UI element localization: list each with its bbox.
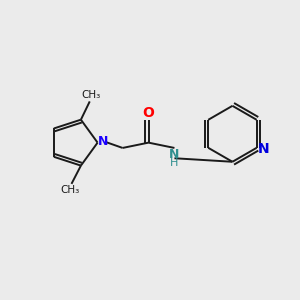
Text: CH₃: CH₃ xyxy=(82,90,101,100)
Text: H: H xyxy=(170,158,178,168)
Text: O: O xyxy=(142,106,154,120)
Text: N: N xyxy=(98,135,108,148)
Text: N: N xyxy=(257,142,269,156)
Text: N: N xyxy=(169,148,180,161)
Text: CH₃: CH₃ xyxy=(60,185,80,195)
